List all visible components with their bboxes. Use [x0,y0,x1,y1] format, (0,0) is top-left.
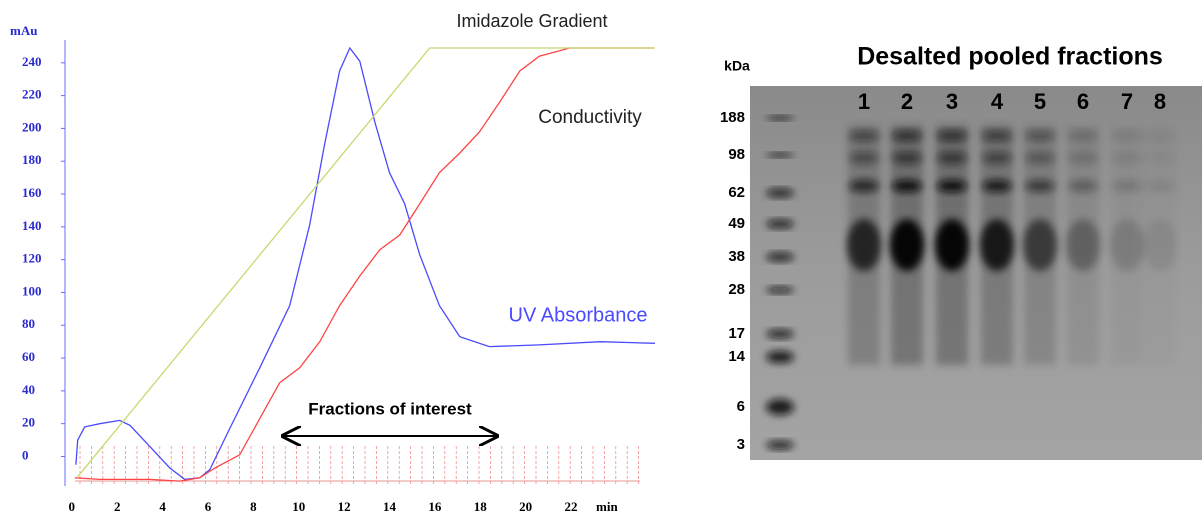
ladder-band [766,189,794,197]
x-tick-label: 10 [292,499,305,514]
ladder-band [766,153,794,157]
x-tick-label: 20 [519,499,532,514]
lane-band [980,219,1014,271]
lane-band [937,180,967,192]
lane-band [1068,131,1098,141]
y-tick-label: 160 [22,185,42,200]
lane-band [935,219,969,271]
x-tick-label: 18 [474,499,488,514]
series-line [75,46,656,481]
x-tick-label: 14 [383,499,397,514]
x-tick-label: 8 [250,499,257,514]
marker-label: 62 [728,184,745,201]
lane-band [892,152,922,164]
lane-label: 2 [901,89,913,114]
lane-band [1068,152,1098,164]
marker-label: 14 [728,348,745,365]
marker-label: 188 [720,109,745,126]
y-tick-label: 60 [22,349,35,364]
marker-label: 17 [728,325,745,342]
y-tick-label: 100 [22,283,42,298]
gel-title: Desalted pooled fractions [857,43,1163,71]
marker-label: 28 [728,281,745,298]
marker-label: 49 [728,215,745,232]
lane-label: 3 [946,89,958,114]
series-label: Imidazole Gradient [456,11,607,31]
lane-band [1066,219,1100,271]
gel-image: Desalted pooled fractionskDa188986249382… [720,43,1202,460]
lane-band [849,180,879,192]
y-tick-label: 240 [22,54,42,69]
series-label: Conductivity [538,107,642,128]
y-tick-label: 180 [22,152,42,167]
lane-label: 4 [991,89,1004,114]
lane-band [1112,152,1142,164]
x-tick-label: 12 [338,499,351,514]
annotation: Fractions of interest [308,399,472,418]
y-tick-label: 40 [22,382,35,397]
lane-band [982,180,1012,192]
x-tick-label: 4 [159,499,166,514]
lane-band [849,131,879,141]
x-tick-label: 2 [114,499,121,514]
ladder-band [766,253,794,261]
lane-band [892,131,922,141]
ladder-band [766,441,794,449]
marker-label: 3 [737,436,745,453]
lane-band [982,152,1012,164]
lane-band [1112,131,1142,141]
marker-label: 6 [737,398,745,415]
ladder-band [766,116,794,120]
lane-band [1145,180,1175,192]
lane-band [1145,152,1175,164]
x-tick-label: 22 [565,499,578,514]
lane-band [1112,180,1142,192]
marker-label: 38 [728,248,745,265]
lane-label: 6 [1077,89,1089,114]
lane-band [1025,180,1055,192]
series-line [74,47,655,482]
gel-unit: kDa [724,58,750,74]
lane-band [1025,131,1055,141]
y-tick-label: 120 [22,251,42,266]
lane-label: 8 [1154,89,1166,114]
x-tick-label: 6 [205,499,212,514]
lane-band [1025,152,1055,164]
ladder-band [766,399,794,415]
y-tick-label: 0 [22,447,29,462]
lane-band [849,152,879,164]
x-tick-label: 16 [428,499,442,514]
series-line [76,47,655,479]
lane-band [890,219,924,271]
marker-label: 98 [728,146,745,163]
lane-label: 7 [1121,89,1133,114]
y-tick-label: 140 [22,218,42,233]
lane-band [1023,219,1057,271]
ladder-band [766,220,794,228]
lane-band [1143,219,1177,271]
y-tick-label: 220 [22,87,42,102]
lane-band [892,180,922,192]
chromatogram: mAu 0 20 40 60 80 100 120 140 160 180 200 220 240 0 2 4 6… [10,11,656,514]
x-axis-label: min [596,499,618,514]
y-axis-label: mAu [10,23,37,38]
lane-band [1145,131,1175,141]
lane-band [1110,219,1144,271]
lane-band [937,152,967,164]
y-tick-label: 80 [22,316,35,331]
ladder-band [766,351,794,363]
y-tick-label: 200 [22,119,42,134]
ladder-band [766,287,794,293]
y-tick-label: 20 [22,415,35,430]
lane-label: 1 [858,89,870,114]
x-tick-label: 0 [69,499,76,514]
lane-label: 5 [1034,89,1046,114]
series-label: UV Absorbance [509,304,648,326]
lane-band [982,131,1012,141]
lane-band [937,131,967,141]
lane-band [847,219,881,271]
lane-band [1068,180,1098,192]
ladder-band [766,330,794,338]
